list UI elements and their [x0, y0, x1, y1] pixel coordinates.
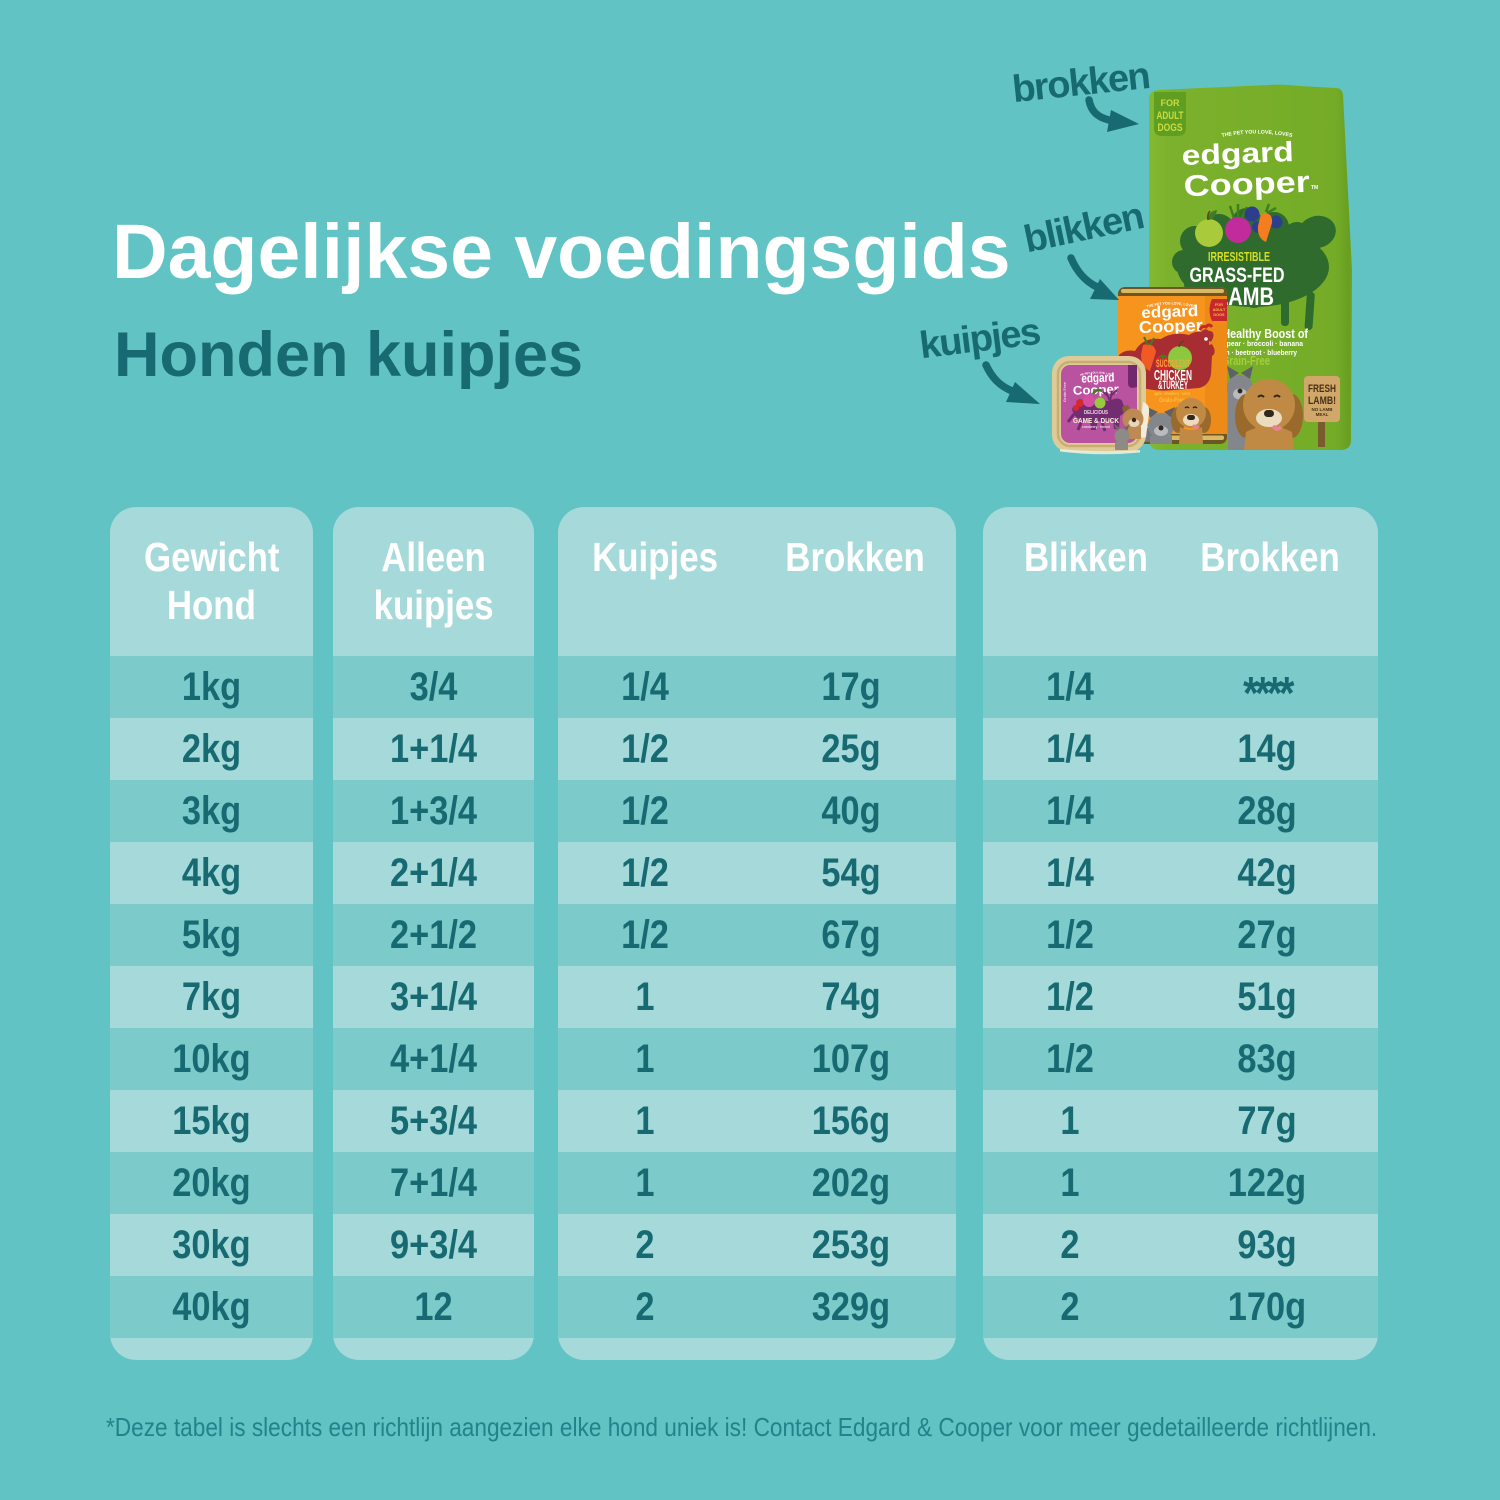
svg-text:IRRESISTIBLE: IRRESISTIBLE — [1208, 249, 1270, 264]
svg-text:edgard: edgard — [1181, 136, 1294, 171]
svg-text:DELICIOUS: DELICIOUS — [1084, 410, 1109, 416]
svg-text:GRASS-FED: GRASS-FED — [1190, 264, 1285, 287]
svg-text:GAME & DUCK: GAME & DUCK — [1073, 416, 1119, 425]
svg-text:Grain-Free: Grain-Free — [1222, 353, 1270, 368]
svg-text:Cooper: Cooper — [1183, 166, 1310, 203]
svg-text:CHICKEN: CHICKEN — [1154, 368, 1192, 384]
svg-text:FRESH: FRESH — [1308, 383, 1336, 395]
svg-text:edgard: edgard — [1081, 370, 1114, 385]
svg-text:THE PET YOU LOVE, LOVES: THE PET YOU LOVE, LOVES — [1146, 301, 1196, 308]
svg-text:kuipjes: kuipjes — [917, 311, 1042, 367]
svg-text:Grain-Free: Grain-Free — [1159, 397, 1185, 404]
svg-text:ADULT: ADULT — [1213, 308, 1226, 312]
svg-text:DOGS: DOGS — [1158, 122, 1183, 134]
svg-text:A Healthy Boost of: A Healthy Boost of — [1212, 327, 1309, 341]
svg-text:LAMB!: LAMB! — [1308, 395, 1336, 407]
svg-text:THE PET YOU LOVE, LOVES: THE PET YOU LOVE, LOVES — [1221, 129, 1293, 139]
svg-text:apple · pear · broccoli · bana: apple · pear · broccoli · banana — [1203, 339, 1304, 348]
svg-text:ADULT: ADULT — [1157, 110, 1184, 122]
svg-text:FOR: FOR — [1215, 303, 1223, 307]
svg-text:NO LAMB: NO LAMB — [1312, 407, 1334, 412]
svg-text:spinach · beetroot · blueberry: spinach · beetroot · blueberry — [1205, 348, 1298, 357]
svg-text:TM: TM — [1311, 185, 1318, 191]
svg-text:brokken: brokken — [1010, 55, 1151, 111]
svg-text:Cooper: Cooper — [1138, 316, 1203, 337]
svg-text:MEAL: MEAL — [1316, 412, 1329, 417]
svg-text:blikken: blikken — [1020, 195, 1147, 261]
svg-text:cranberry · fennel: cranberry · fennel — [1082, 425, 1110, 429]
svg-text:&TURKEY: &TURKEY — [1158, 380, 1188, 392]
svg-text:Grain Free: Grain Free — [1062, 381, 1067, 402]
svg-text:SUCCULENT: SUCCULENT — [1156, 358, 1190, 370]
svg-text:FOR: FOR — [1161, 98, 1180, 108]
svg-text:edgard: edgard — [1141, 303, 1199, 322]
svg-text:apple · strawberry · carrot: apple · strawberry · carrot — [1154, 391, 1190, 396]
svg-text:DOGS: DOGS — [1213, 313, 1225, 317]
